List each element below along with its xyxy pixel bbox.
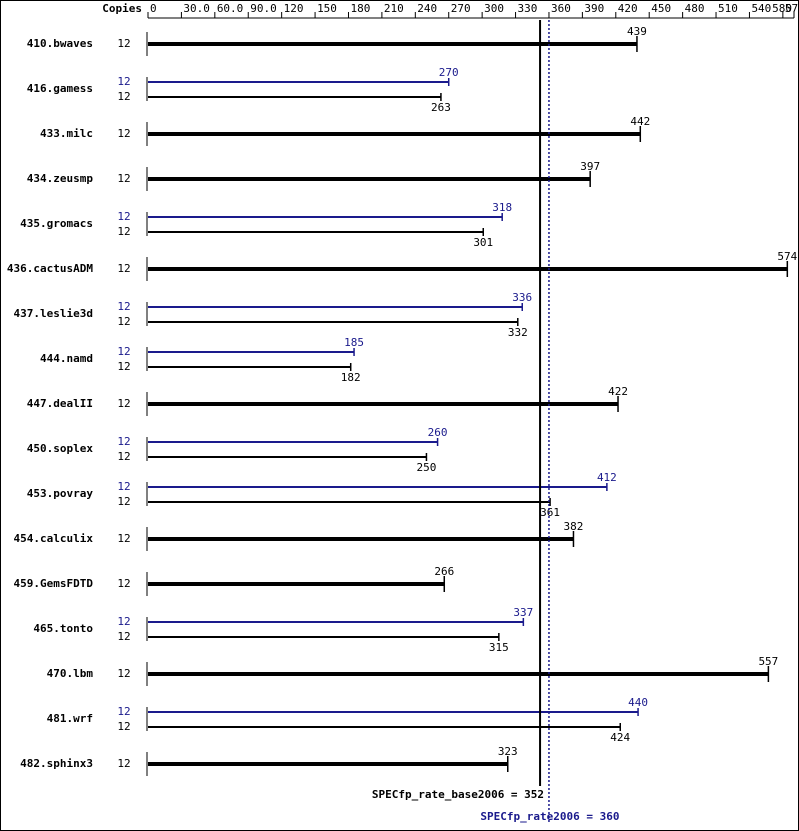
value-label: 250 [417,461,437,474]
benchmark-name: 447.dealII [27,397,93,410]
reference-label: SPECfp_rate_base2006 = 352 [372,788,544,801]
benchmark-name: 470.lbm [47,667,94,680]
benchmark-name: 410.bwaves [27,37,93,50]
value-label: 382 [564,520,584,533]
value-label: 301 [473,236,493,249]
benchmark-name: 436.cactusADM [7,262,93,275]
value-label: 397 [580,160,600,173]
value-label: 266 [434,565,454,578]
copies: 12 [117,300,130,313]
copies-header: Copies [102,2,142,15]
copies: 12 [117,705,130,718]
copies: 12 [117,757,130,770]
copies: 12 [117,172,130,185]
copies: 12 [117,345,130,358]
x-tick-label: 570 [785,2,799,15]
value-label: 318 [492,201,512,214]
copies: 12 [117,397,130,410]
benchmark-name: 416.gamess [27,82,93,95]
value-label: 315 [489,641,509,654]
copies: 12 [117,262,130,275]
copies: 12 [117,630,130,643]
x-tick-label: 360 [551,2,571,15]
x-tick-label: 390 [584,2,604,15]
value-label: 270 [439,66,459,79]
benchmark-name: 450.soplex [27,442,94,455]
value-label: 260 [428,426,448,439]
x-tick-label: 580 [772,2,792,15]
value-label: 439 [627,25,647,38]
x-tick-label: 330 [518,2,538,15]
benchmark-name: 433.milc [40,127,93,140]
benchmark-name: 465.tonto [33,622,93,635]
x-tick-label: 60.0 [217,2,244,15]
benchmark-name: 434.zeusmp [27,172,94,185]
benchmark-name: 459.GemsFDTD [14,577,94,590]
x-tick-label: 300 [484,2,504,15]
x-tick-label: 420 [618,2,638,15]
copies: 12 [117,315,130,328]
copies: 12 [117,615,130,628]
value-label: 361 [540,506,560,519]
copies: 12 [117,480,130,493]
x-tick-label: 180 [350,2,370,15]
x-tick-label: 30.0 [183,2,210,15]
x-tick-label: 450 [651,2,671,15]
value-label: 424 [610,731,630,744]
copies: 12 [117,577,130,590]
copies: 12 [117,495,130,508]
x-tick-label: 210 [384,2,404,15]
x-tick-label: 90.0 [250,2,277,15]
copies: 12 [117,90,130,103]
benchmark-name: 454.calculix [14,532,94,545]
copies: 12 [117,360,130,373]
copies: 12 [117,532,130,545]
copies: 12 [117,225,130,238]
copies: 12 [117,75,130,88]
value-label: 337 [513,606,533,619]
x-tick-label: 510 [718,2,738,15]
value-label: 336 [512,291,532,304]
copies: 12 [117,720,130,733]
copies: 12 [117,210,130,223]
x-tick-label: 0 [150,2,157,15]
x-tick-label: 480 [685,2,705,15]
x-tick-label: 150 [317,2,337,15]
benchmark-name: 453.povray [27,487,94,500]
copies: 12 [117,450,130,463]
value-label: 442 [630,115,650,128]
benchmark-name: 482.sphinx3 [20,757,93,770]
value-label: 574 [777,250,797,263]
value-label: 557 [758,655,778,668]
value-label: 185 [344,336,364,349]
x-tick-label: 540 [751,2,771,15]
copies: 12 [117,435,130,448]
value-label: 422 [608,385,628,398]
value-label: 263 [431,101,451,114]
value-label: 332 [508,326,528,339]
reference-label: SPECfp_rate2006 = 360 [480,810,619,823]
benchmark-name: 435.gromacs [20,217,93,230]
copies: 12 [117,37,130,50]
benchmark-name: 481.wrf [47,712,93,725]
value-label: 323 [498,745,518,758]
value-label: 412 [597,471,617,484]
x-tick-label: 240 [417,2,437,15]
copies: 12 [117,667,130,680]
x-tick-label: 270 [451,2,471,15]
benchmark-name: 444.namd [40,352,93,365]
copies: 12 [117,127,130,140]
x-tick-label: 120 [284,2,304,15]
value-label: 440 [628,696,648,709]
value-label: 182 [341,371,361,384]
benchmark-name: 437.leslie3d [14,307,93,320]
